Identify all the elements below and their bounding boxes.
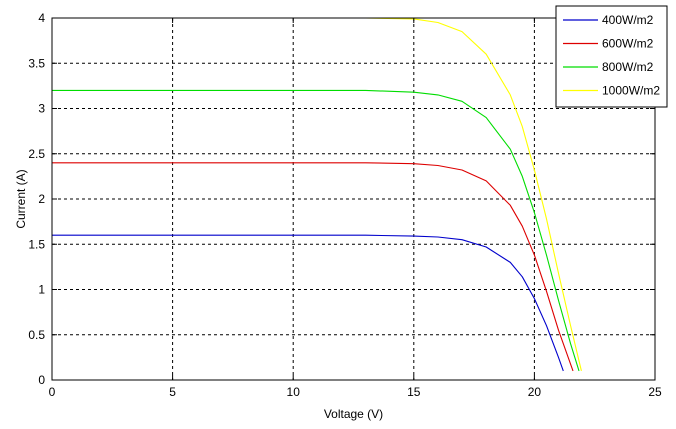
x-tick-label: 20 xyxy=(528,385,542,399)
legend-label: 800W/m2 xyxy=(602,60,654,74)
grid xyxy=(52,18,655,380)
y-tick-label: 0 xyxy=(38,373,45,387)
y-tick-label: 3 xyxy=(38,102,45,116)
y-tick-label: 2 xyxy=(38,192,45,206)
y-tick-label: 0.5 xyxy=(28,328,45,342)
legend-label: 1000W/m2 xyxy=(602,84,660,98)
legend: 400W/m2 600W/m2 800W/m2 1000W/m2 xyxy=(555,5,668,108)
y-axis-label: Current (A) xyxy=(14,169,28,228)
x-axis-label: Voltage (V) xyxy=(324,407,383,421)
y-tick-label: 1.5 xyxy=(28,237,45,251)
legend-label: 600W/m2 xyxy=(602,37,654,51)
tick-labels: 0 5 10 15 20 25 0 0.5 1 1.5 2 2.5 3 3.5 4 xyxy=(28,11,662,399)
series-line-600w-m2 xyxy=(52,162,574,372)
y-tick-label: 1 xyxy=(38,283,45,297)
legend-label: 400W/m2 xyxy=(602,13,654,27)
y-tick-label: 2.5 xyxy=(28,147,45,161)
series-line-800w-m2 xyxy=(52,89,580,372)
x-tick-label: 0 xyxy=(49,385,56,399)
y-tick-label: 4 xyxy=(38,11,45,25)
x-tick-label: 25 xyxy=(648,385,662,399)
axis-ticks xyxy=(51,17,656,381)
x-tick-label: 5 xyxy=(169,385,176,399)
y-tick-label: 3.5 xyxy=(28,56,45,70)
series-line-400w-m2 xyxy=(52,234,564,372)
x-tick-label: 15 xyxy=(407,385,421,399)
x-tick-label: 10 xyxy=(287,385,301,399)
